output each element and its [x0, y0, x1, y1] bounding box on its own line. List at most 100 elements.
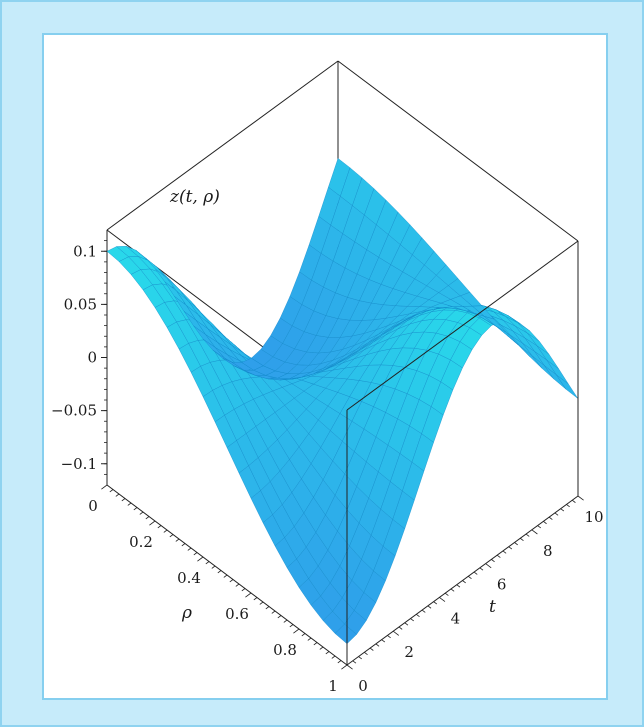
rho-tick: [217, 570, 222, 574]
t-tick: [369, 647, 374, 651]
t-tick-label: 6: [497, 576, 507, 594]
t-tick: [554, 512, 559, 516]
rho-tick: [319, 646, 324, 650]
rho-tick: [331, 655, 336, 659]
t-tick: [520, 537, 524, 541]
t-tick: [352, 660, 357, 664]
rho-tick: [277, 615, 282, 619]
rho-tick: [175, 538, 180, 542]
rho-tick: [307, 637, 312, 641]
rho-tick: [205, 561, 210, 565]
t-tick: [508, 546, 513, 550]
rho-tick: [109, 489, 114, 493]
rho-tick: [127, 502, 132, 506]
t-tick: [444, 592, 449, 596]
rho-tick: [229, 579, 234, 583]
rho-tick: [341, 664, 348, 670]
rho-tick: [197, 556, 204, 562]
rho-tick: [241, 588, 246, 592]
rho-tick: [301, 633, 306, 637]
rho-tick: [293, 628, 300, 634]
t-tick: [404, 622, 409, 626]
t-tick: [479, 567, 484, 571]
rho-tick: [157, 525, 162, 529]
t-axis: 0 2 4 6 8 10: [346, 495, 604, 695]
rho-tick: [223, 574, 228, 578]
rho-tick: [325, 651, 330, 655]
surface-mesh: [106, 157, 579, 645]
rho-tick: [193, 552, 198, 556]
rho-tick: [253, 597, 258, 601]
rho-tick-label: 0.8: [273, 641, 297, 659]
t-tick: [410, 618, 414, 622]
rho-tick-label: 0.4: [177, 569, 201, 587]
z-tick-label: 0.1: [73, 242, 97, 260]
t-tick: [375, 643, 380, 647]
t-tick: [462, 580, 466, 584]
t-axis-title: t: [489, 597, 496, 617]
t-tick: [392, 630, 400, 636]
t-tick: [381, 639, 386, 643]
t-tick: [433, 601, 438, 605]
rho-tick: [265, 606, 270, 610]
t-tick: [439, 597, 446, 602]
surface-patch: [556, 374, 579, 399]
rho-tick-label: 0.6: [225, 605, 249, 623]
rho-tick: [101, 484, 108, 490]
rho-tick: [187, 547, 192, 551]
rho-tick: [289, 624, 294, 628]
rho-tick: [145, 516, 150, 520]
rho-tick: [163, 529, 168, 533]
t-tick: [364, 652, 368, 656]
t-tick: [496, 554, 501, 558]
t-tick-label: 8: [543, 542, 553, 560]
rho-tick: [283, 619, 288, 623]
t-tick: [358, 656, 362, 660]
t-tick-label: 0: [358, 677, 368, 695]
t-tick-label: 2: [404, 643, 414, 661]
z-tick-label: −0.05: [51, 402, 97, 420]
t-tick: [485, 563, 492, 569]
rho-tick: [133, 507, 138, 511]
rho-tick: [169, 534, 174, 538]
t-tick: [387, 635, 391, 639]
rho-tick: [271, 610, 276, 614]
box-edge-top-right: [337, 60, 579, 242]
t-tick: [346, 664, 353, 670]
rho-tick: [115, 493, 120, 497]
rho-tick-label: 1: [328, 677, 338, 695]
t-tick: [548, 516, 553, 520]
t-tick: [577, 495, 584, 501]
t-tick: [514, 542, 518, 546]
t-tick: [468, 575, 472, 579]
rho-tick: [313, 642, 318, 646]
rho-tick: [259, 601, 264, 605]
z-axis: 0.1 0.05 0 −0.05 −0.1: [51, 240, 107, 475]
z-tick-label: −0.1: [61, 455, 97, 473]
t-tick: [398, 626, 403, 630]
t-tick: [566, 504, 570, 508]
t-tick: [531, 529, 538, 535]
t-tick: [537, 525, 542, 529]
t-tick: [473, 571, 478, 575]
rho-tick: [211, 565, 216, 569]
t-tick: [416, 613, 420, 618]
box-edge-top-front: [346, 240, 579, 411]
t-tick: [456, 584, 461, 588]
rho-tick: [245, 592, 252, 598]
t-tick: [502, 550, 507, 554]
rho-tick: [235, 583, 240, 587]
rho-tick-label: 0.2: [129, 533, 153, 551]
rho-tick-label: 0: [88, 497, 98, 515]
t-tick: [571, 499, 576, 503]
z-axis-title: z(t, ρ): [169, 187, 220, 207]
t-tick: [421, 609, 426, 613]
rho-tick: [337, 660, 342, 664]
t-tick: [450, 588, 455, 592]
rho-tick: [139, 511, 144, 515]
rho-tick: [149, 520, 156, 526]
rho-axis: 0 0.2 0.4 0.6 0.8 1: [88, 484, 348, 695]
t-tick: [491, 559, 495, 563]
rho-axis-title: ρ: [181, 603, 192, 623]
